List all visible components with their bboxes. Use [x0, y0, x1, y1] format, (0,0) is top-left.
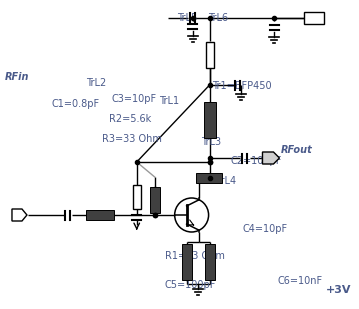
Bar: [304, 12, 325, 24]
Bar: [206, 42, 214, 68]
Text: +3V: +3V: [326, 285, 352, 295]
Text: TrL3: TrL3: [201, 137, 221, 147]
Text: C1=0.8pF: C1=0.8pF: [52, 99, 100, 109]
Bar: [205, 244, 215, 280]
Bar: [182, 244, 192, 280]
Text: C5=100pF: C5=100pF: [165, 280, 216, 290]
Text: C6=10nF: C6=10nF: [278, 276, 323, 286]
Bar: [133, 185, 141, 209]
Text: TrL6: TrL6: [208, 13, 228, 23]
Text: R1=33 Ohm: R1=33 Ohm: [165, 251, 224, 261]
Text: RFout: RFout: [280, 145, 312, 155]
Bar: [196, 173, 222, 183]
Bar: [150, 187, 160, 213]
Polygon shape: [262, 152, 279, 164]
Text: TrL4: TrL4: [215, 176, 236, 186]
Text: C3=10pF: C3=10pF: [112, 94, 157, 104]
Text: RFin: RFin: [5, 72, 29, 82]
Text: C4=10pF: C4=10pF: [243, 224, 288, 234]
Text: C2=100pF: C2=100pF: [230, 156, 282, 166]
Text: TrL5: TrL5: [177, 13, 197, 23]
Text: TrL1: TrL1: [159, 96, 179, 106]
Bar: [86, 210, 114, 220]
Text: R3=33 Ohm: R3=33 Ohm: [102, 134, 162, 144]
Bar: [204, 102, 215, 138]
Text: R2=5.6k: R2=5.6k: [109, 114, 151, 124]
Text: Tr1=BFP450: Tr1=BFP450: [211, 81, 271, 91]
Text: TrL2: TrL2: [86, 78, 106, 88]
